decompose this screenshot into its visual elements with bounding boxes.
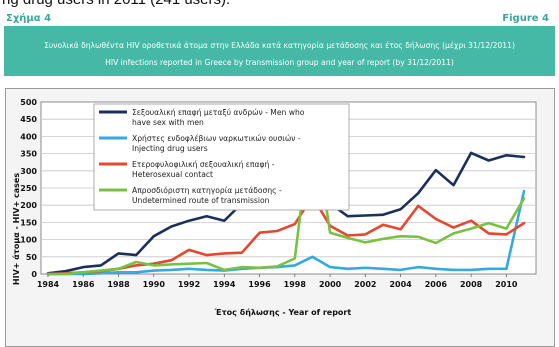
figure-label-greek: Σχήμα 4 [6, 13, 52, 24]
y-axis-label: HIV+ άτομα - HIV+ cases [12, 173, 21, 285]
hiv-line-chart: 0 50 100 150 200 250 300 350 400 450 500 1984 1986 19… [12, 98, 537, 317]
legend-box [93, 103, 350, 211]
x-tick-label: 2000 [319, 280, 342, 289]
title-english: HIV infections reported in Greece by tra… [105, 58, 454, 67]
title-greek: Συνολικά δηλωθέντα HIV οροθετικά άτομα σ… [44, 41, 515, 50]
x-tick-label: 1990 [143, 280, 166, 289]
figure-label-english: Figure 4 [502, 13, 549, 24]
series-line-idu [46, 189, 526, 276]
legend-label-hetero: Ετεροφυλοφιλική σεξουαλική επαφή - [132, 160, 275, 169]
x-tick-label: 2004 [389, 280, 412, 289]
y-tick-label: 50 [26, 253, 38, 262]
y-tick-label: 300 [20, 167, 37, 176]
x-tick-label: 2010 [495, 280, 518, 289]
x-tick-label: 2008 [460, 280, 483, 289]
x-tick-label: 1986 [72, 280, 95, 289]
legend-label-msm: have sex with men [132, 118, 204, 127]
y-tick-label: 150 [20, 218, 37, 227]
legend-label-undetermined: Απροσδιόριστη κατηγορία μετάδοσης - [132, 186, 282, 195]
y-tick-label: 450 [20, 115, 37, 124]
figure-title-banner: Συνολικά δηλωθέντα HIV οροθετικά άτομα σ… [4, 26, 555, 76]
y-tick-label: 350 [20, 150, 37, 159]
x-tick-label: 1984 [37, 280, 60, 289]
series-line-undetermined [46, 114, 526, 276]
y-tick-label: 400 [20, 132, 37, 141]
x-tick-label: 1998 [284, 280, 307, 289]
x-tick-label: 2002 [354, 280, 376, 289]
x-tick-label: 1994 [213, 280, 236, 289]
legend-label-idu: Χρήστες ενδοφλέβιων ναρκωτικών ουσιών - [132, 134, 301, 143]
top-text-fragment: ng drug users in 2011 (241 users). [2, 0, 230, 8]
y-tick-label: 500 [20, 98, 37, 107]
y-tick-label: 250 [20, 184, 37, 193]
legend-label-hetero: Heterosexual contact [132, 170, 213, 179]
y-tick-label: 200 [20, 201, 37, 210]
x-tick-label: 1996 [248, 280, 271, 289]
series-line-hetero [46, 195, 526, 276]
legend-label-msm: Σεξουαλική επαφή μεταξύ ανδρών - Men who [132, 108, 305, 117]
x-tick-label: 1988 [107, 280, 130, 289]
x-axis-label: Έτος δήλωσης - Year of report [214, 308, 352, 317]
legend-label-undetermined: Undetermined route of transmission [132, 196, 270, 205]
chart-frame: 0 50 100 150 200 250 300 350 400 450 500 1984 1986 19… [5, 88, 555, 347]
y-tick-label: 100 [20, 236, 37, 245]
x-tick-label: 1992 [178, 280, 200, 289]
y-tick-label: 0 [31, 270, 37, 279]
legend-label-idu: Injecting drug users [132, 144, 208, 153]
x-tick-label: 2006 [425, 280, 448, 289]
